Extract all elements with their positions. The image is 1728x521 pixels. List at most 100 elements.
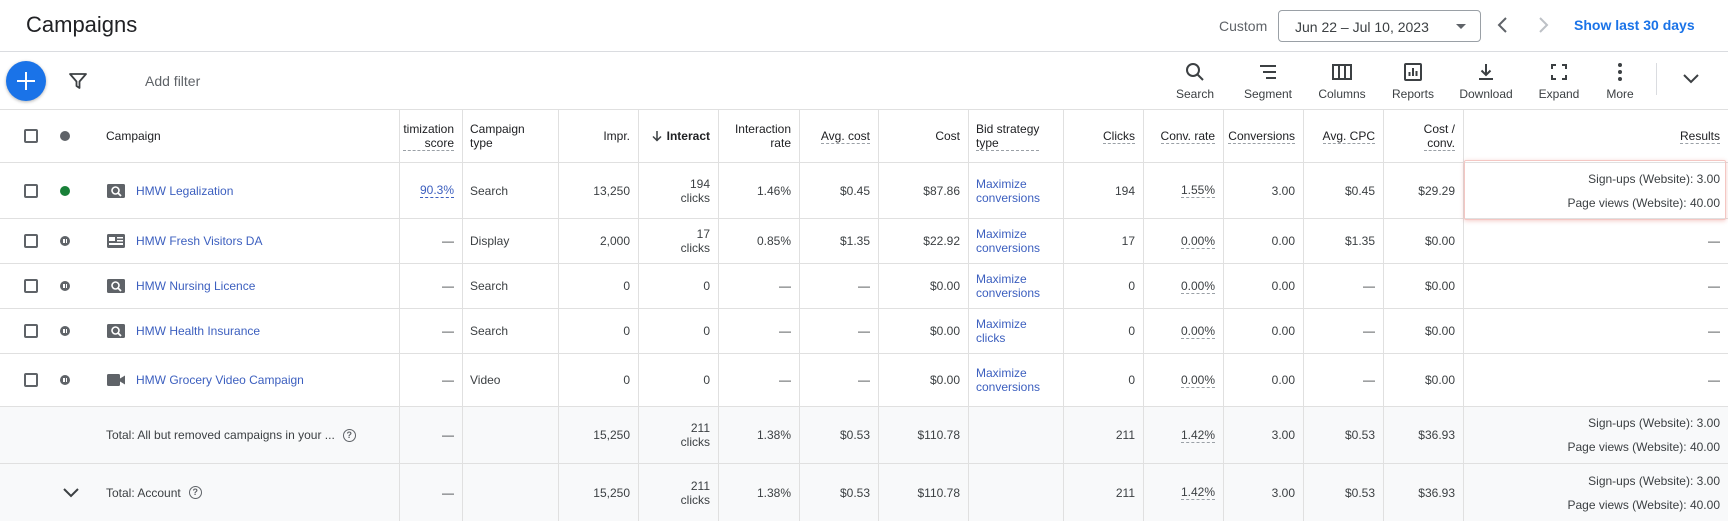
interaction-rate-column-header[interactable]: Interaction rate [734,122,791,150]
bid-strategy-link[interactable]: Maximize conversions [976,227,1041,255]
results-cell: — [1708,279,1720,293]
download-icon [1479,64,1493,80]
results-cell: Sign-ups (Website): 3.00 Page views (Webs… [1567,473,1720,512]
results-cell: Sign-ups (Website): 3.00 Page views (Webs… [1567,416,1720,454]
toolbar-columns-button[interactable]: Columns [1314,61,1370,105]
cost-per-conv-cell: $0.00 [1424,373,1455,387]
toolbar-columns-label: Columns [1318,87,1366,101]
paused-status-icon [60,326,70,336]
clicks-cell: 211 [1115,428,1135,442]
avg-cpc-cell: — [1363,324,1375,338]
toolbar-expand-button[interactable]: Expand [1536,61,1582,105]
campaign-type-cell: Search [470,183,509,198]
cost-per-conv-cell: $0.00 [1424,279,1455,293]
impressions-cell: 0 [623,324,630,338]
toolbar-download-button[interactable]: Download [1456,61,1516,105]
conversions-cell: 3.00 [1271,485,1295,500]
status-column-header[interactable] [54,110,76,162]
table-row: HMW Fresh Visitors DA — Display 2,000 17 clic… [0,218,1728,263]
row-checkbox[interactable] [20,264,42,308]
status-cell[interactable] [54,163,76,218]
status-cell[interactable] [54,264,76,308]
bid-strategy-link[interactable]: Maximize conversions [976,272,1041,300]
results-column-header[interactable]: Results [1679,128,1720,144]
impressions-column-header[interactable]: Impr. [603,129,630,143]
campaign-name-link[interactable]: HMW Fresh Visitors DA [136,234,263,248]
toolbar-reports-label: Reports [1391,87,1435,101]
more-vert-icon [1618,63,1622,81]
cost-cell: $110.78 [917,485,961,500]
campaign-column-header[interactable]: Campaign [106,129,161,143]
campaign-name-link[interactable]: HMW Legalization [136,183,234,198]
bid-strategy-cell: Maximize clicks [968,309,1063,353]
interactions-cell: 17 clicks [680,227,710,255]
interaction-rate-cell: 1.38% [756,485,791,500]
next-period-button[interactable] [1530,12,1556,38]
bid-strategy-link[interactable]: Maximize conversions [976,176,1041,205]
toolbar-reports-button[interactable]: Reports [1388,61,1438,105]
row-checkbox[interactable] [20,354,42,406]
paused-status-icon [60,375,70,385]
chevron-down-icon[interactable] [1680,71,1702,87]
show-last-30-days-link[interactable]: Show last 30 days [1574,17,1695,33]
add-filter-input[interactable]: Add filter [145,73,201,89]
conversions-column-header[interactable]: Conversions [1228,128,1295,144]
date-range-select[interactable]: Jun 22 – Jul 10, 2023 [1278,10,1481,42]
total-label-cell: Total: Account? [98,464,398,521]
optimization-score-link[interactable]: 90.3% [419,183,454,198]
toolbar-segment-button[interactable]: Segment [1241,61,1295,105]
expand-totals-button[interactable] [56,464,86,521]
cost-per-conv-cell: $36.93 [1418,485,1455,500]
previous-period-button[interactable] [1490,12,1516,38]
row-checkbox[interactable] [20,163,42,218]
avg-cost-column-header[interactable]: Avg. cost [820,128,870,144]
bid-strategy-link[interactable]: Maximize conversions [976,366,1041,394]
cost-per-conv-column-header[interactable]: Cost / conv. [1423,121,1455,151]
optimization-score-cell: 90.3% [400,163,462,218]
status-dot-icon [60,131,70,141]
conversions-cell: 0.00 [1271,279,1295,293]
campaign-name-link[interactable]: HMW Nursing Licence [136,279,256,293]
campaign-name-link[interactable]: HMW Health Insurance [136,324,261,338]
bid-strategy-cell: Maximize conversions [968,354,1063,406]
expand-icon [1551,64,1567,80]
table-row: HMW Grocery Video Campaign — Video 0 0 — — $0.0… [0,353,1728,406]
conv-rate-column-header[interactable]: Conv. rate [1160,128,1215,144]
interactions-cell: 194 clicks [680,176,710,205]
cost-cell: $0.00 [929,324,960,338]
cost-column-header[interactable]: Cost [935,129,960,143]
help-icon[interactable]: ? [188,486,202,499]
bid-strategy-link[interactable]: Maximize clicks [976,317,1027,345]
status-cell[interactable] [54,309,76,353]
toolbar-search-button[interactable]: Search [1173,61,1217,105]
toolbar-divider [1656,63,1657,95]
total-row: Total: Account? — 15,250 211 clicks 1.38% $0.5… [0,463,1728,521]
campaign-type-column-header[interactable]: Campaign type [470,122,525,150]
campaign-name-link[interactable]: HMW Grocery Video Campaign [136,373,304,387]
results-cell: — [1708,373,1720,387]
enabled-status-icon [60,185,70,196]
interactions-column-header[interactable]: Interact [638,110,718,162]
search-campaign-icon [106,183,126,199]
filter-icon[interactable] [68,72,88,90]
conv-rate-cell: 1.55% [1180,183,1215,198]
toolbar-more-button[interactable]: More [1603,61,1637,105]
status-cell[interactable] [54,219,76,263]
help-icon[interactable]: ? [342,428,356,442]
status-cell[interactable] [54,354,76,406]
optimization-score-cell: — [442,279,454,293]
avg-cost-cell: — [858,279,870,293]
interactions-cell: 0 [703,279,710,293]
impressions-cell: 15,250 [593,428,630,442]
optimization-score-column-header[interactable]: timization score [403,121,454,151]
select-all-checkbox[interactable] [20,110,42,162]
optimization-score-cell: — [442,373,454,387]
bid-strategy-type-column-header[interactable]: Bid strategy type [976,121,1040,151]
clicks-column-header[interactable]: Clicks [1103,128,1135,144]
row-checkbox[interactable] [20,309,42,353]
row-checkbox[interactable] [20,219,42,263]
chevron-down-icon [63,487,79,497]
add-campaign-button[interactable] [6,61,46,101]
avg-cpc-column-header[interactable]: Avg. CPC [1322,128,1375,144]
results-cell: — [1708,324,1720,338]
